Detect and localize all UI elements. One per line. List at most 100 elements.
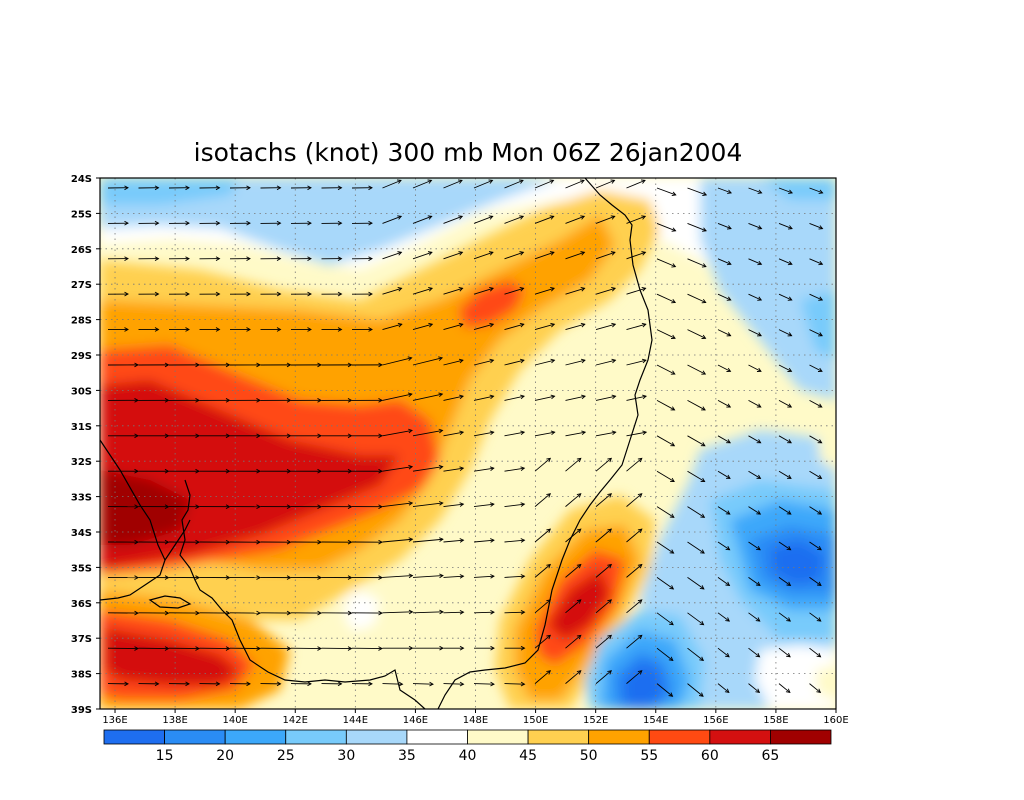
- wind-vector-head: [317, 610, 322, 616]
- wind-vector-head: [317, 646, 322, 651]
- wind-vector: [382, 575, 413, 578]
- wind-vector: [778, 435, 792, 444]
- colorbar-swatch: [224, 729, 287, 745]
- wind-vector: [473, 215, 493, 224]
- wind-vector: [809, 187, 823, 194]
- coastline-east-australia: [437, 178, 653, 709]
- lat-tick-label: 34S: [71, 528, 92, 539]
- wind-vector-head: [698, 692, 704, 697]
- wind-vector: [809, 435, 822, 444]
- wind-vector: [778, 612, 791, 622]
- wind-vector-head: [520, 394, 525, 400]
- wind-vector: [382, 683, 403, 685]
- wind-vector: [809, 683, 821, 693]
- wind-vector: [412, 683, 434, 685]
- wind-vector-head: [576, 634, 582, 640]
- wind-vector-head: [457, 179, 463, 184]
- wind-vector-head: [725, 546, 731, 551]
- wind-vector: [778, 577, 791, 586]
- wind-vector-head: [610, 179, 616, 184]
- wind-vector: [504, 251, 524, 260]
- wind-vector-head: [438, 501, 444, 506]
- wind-vector: [534, 215, 554, 224]
- wind-vector-head: [550, 322, 556, 328]
- wind-vector: [717, 612, 730, 622]
- wind-vector-head: [640, 179, 646, 184]
- wind-vector: [412, 393, 443, 401]
- wind-vector: [565, 395, 586, 401]
- wind-vector-head: [317, 398, 322, 403]
- wind-vector-head: [286, 646, 292, 651]
- wind-vector-head: [225, 468, 231, 474]
- wind-vector-head: [459, 538, 465, 543]
- wind-vector: [443, 215, 463, 224]
- wind-vector-head: [134, 398, 139, 403]
- wind-vector-head: [786, 617, 792, 622]
- wind-vector-head: [408, 464, 414, 470]
- wind-vector-head: [458, 215, 464, 220]
- wind-vector-head: [427, 215, 433, 220]
- wind-vector-head: [757, 296, 763, 301]
- wind-vector: [626, 395, 647, 401]
- wind-vector-head: [607, 670, 613, 675]
- wind-vector-head: [317, 468, 322, 474]
- wind-vector-head: [550, 430, 556, 436]
- wind-vector-head: [368, 256, 373, 261]
- wind-vector-head: [134, 646, 139, 651]
- wind-vector-head: [256, 539, 261, 545]
- wind-vector: [595, 251, 616, 260]
- wind-vector: [534, 395, 555, 401]
- wind-vector-head: [637, 457, 643, 463]
- wind-vector-head: [607, 634, 613, 640]
- wind-vector-head: [757, 225, 763, 230]
- wind-vector-head: [458, 251, 464, 256]
- wind-vector-head: [256, 610, 261, 616]
- wind-vector: [687, 470, 705, 482]
- wind-vector-head: [668, 692, 674, 697]
- wind-vector: [626, 634, 643, 649]
- wind-vector: [656, 435, 675, 447]
- wind-vector-head: [816, 652, 822, 658]
- wind-vector: [687, 329, 706, 339]
- wind-vector-head: [185, 681, 190, 687]
- wind-vector: [626, 599, 643, 614]
- isotach-region: [100, 178, 240, 205]
- wind-vector: [382, 393, 412, 401]
- wind-vector-head: [637, 528, 643, 534]
- wind-vector-head: [700, 442, 706, 447]
- wind-vector-head: [164, 398, 170, 403]
- wind-vector: [626, 528, 643, 543]
- wind-vector: [595, 634, 612, 649]
- wind-vector: [382, 323, 402, 331]
- wind-vector-head: [787, 367, 793, 372]
- wind-vector-head: [816, 581, 822, 586]
- wind-vector: [626, 564, 643, 578]
- wind-vector-head: [438, 392, 444, 398]
- isotach-region: [815, 665, 836, 700]
- wind-vector-head: [818, 296, 824, 301]
- wind-vector: [382, 538, 413, 543]
- wind-vector-head: [427, 251, 433, 256]
- wind-vector: [717, 683, 730, 693]
- wind-vector: [534, 359, 555, 366]
- lon-tick-label: 148E: [463, 715, 488, 726]
- wind-vector-head: [195, 468, 200, 474]
- wind-vector: [809, 364, 823, 372]
- wind-vector-head: [215, 681, 221, 687]
- wind-vector: [748, 506, 761, 515]
- wind-speed-shading: [100, 178, 836, 709]
- wind-vector-head: [550, 358, 556, 364]
- wind-vector-head: [700, 513, 706, 518]
- wind-vector: [656, 400, 675, 411]
- wind-vector-head: [725, 474, 731, 479]
- lat-tick-label: 29S: [71, 351, 92, 362]
- isotach-region: [458, 280, 525, 328]
- wind-vector-head: [549, 179, 555, 184]
- wind-vector-head: [702, 191, 708, 196]
- wind-vector-head: [787, 225, 793, 230]
- wind-vector-head: [756, 474, 762, 479]
- wind-vector-head: [787, 260, 793, 266]
- wind-vector-head: [124, 256, 129, 261]
- wind-vector-head: [317, 362, 322, 368]
- wind-vector: [412, 179, 432, 189]
